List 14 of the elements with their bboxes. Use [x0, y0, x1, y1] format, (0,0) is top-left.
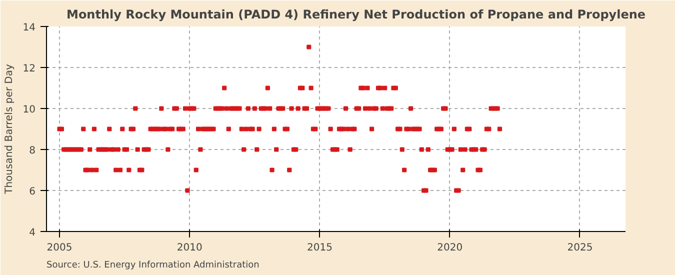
x-tick-label: 2025: [567, 242, 593, 254]
y-tick-label: 8: [29, 146, 36, 156]
chart-title: Monthly Rocky Mountain (PADD 4) Refinery Net Production of Propane and Propylene: [66, 8, 646, 22]
y-tick-label: 6: [29, 186, 36, 198]
y-tick-label: 4: [29, 228, 36, 238]
y-axis-title: Thousand Barrels per Day: [4, 64, 15, 195]
y-tick-label: 14: [22, 22, 36, 34]
x-tick-label: 2010: [176, 242, 202, 254]
source-note: Source: U.S. Energy Information Administration: [46, 260, 260, 270]
x-tick-label: 2005: [46, 242, 72, 254]
y-tick-label: 10: [22, 104, 36, 116]
x-tick-label: 2020: [437, 242, 463, 254]
y-tick-label: 12: [22, 64, 36, 74]
x-tick-label: 2015: [307, 242, 332, 254]
